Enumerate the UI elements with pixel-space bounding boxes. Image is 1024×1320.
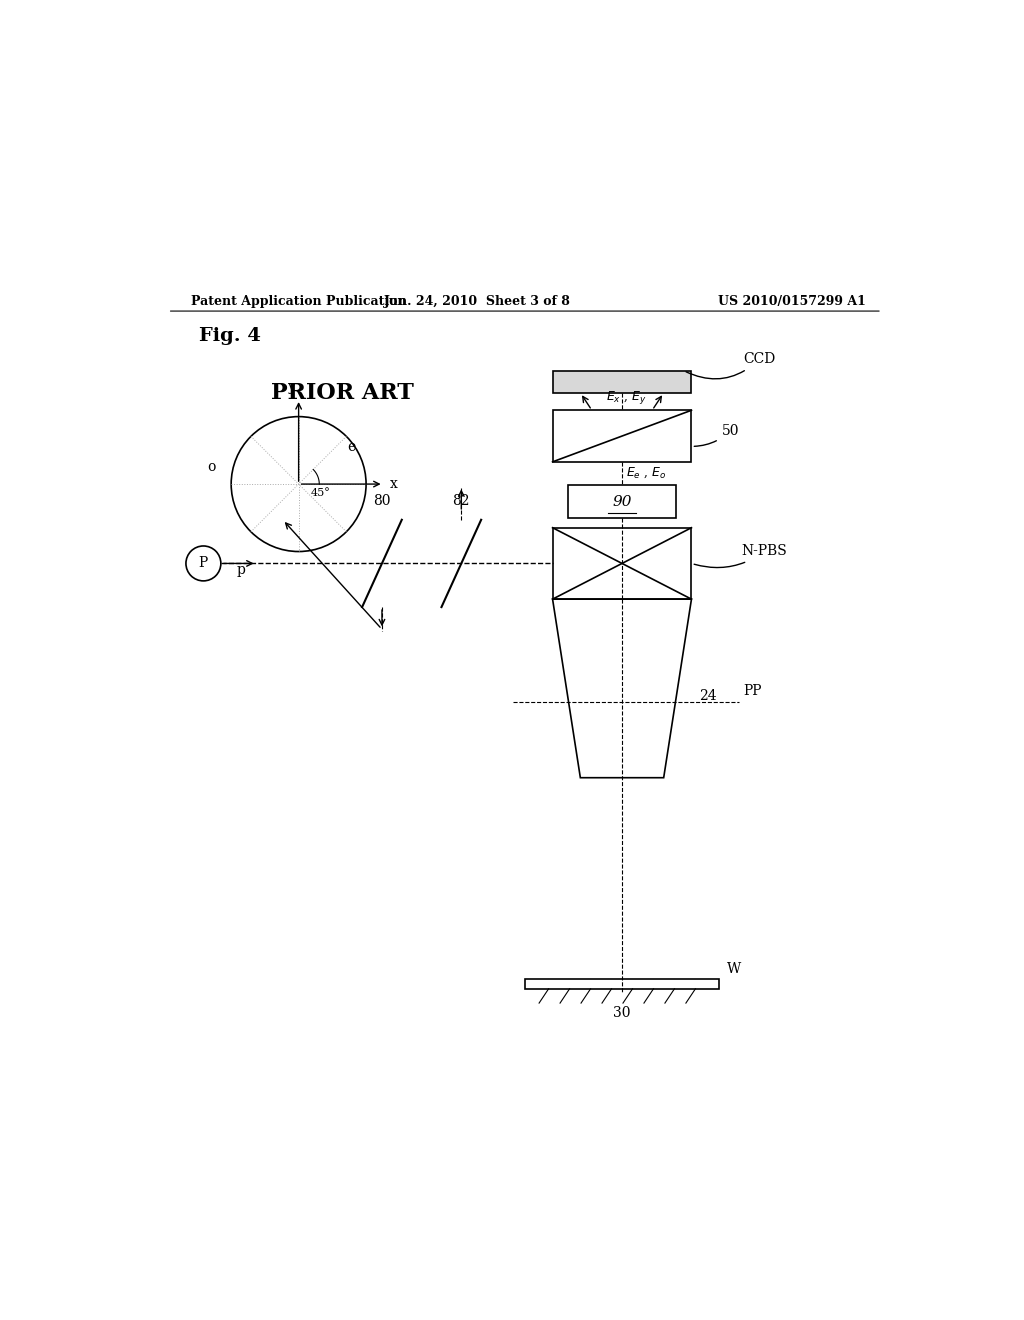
Text: Patent Application Publication: Patent Application Publication — [191, 296, 407, 308]
Text: 24: 24 — [699, 689, 717, 704]
Text: Fig. 4: Fig. 4 — [200, 327, 261, 345]
FancyBboxPatch shape — [568, 484, 676, 519]
FancyBboxPatch shape — [524, 979, 719, 989]
Text: 82: 82 — [453, 495, 470, 508]
Text: US 2010/0157299 A1: US 2010/0157299 A1 — [718, 296, 866, 308]
Text: 50: 50 — [694, 424, 739, 446]
Text: y: y — [289, 380, 296, 395]
Text: x: x — [390, 477, 397, 491]
FancyBboxPatch shape — [553, 371, 691, 393]
Text: $E_x$ , $E_y$: $E_x$ , $E_y$ — [606, 389, 646, 407]
Text: p: p — [237, 562, 245, 577]
FancyBboxPatch shape — [553, 411, 691, 462]
Text: 30: 30 — [613, 1006, 631, 1020]
Text: CCD: CCD — [686, 352, 775, 379]
Text: PP: PP — [743, 684, 762, 698]
Text: P: P — [199, 557, 208, 570]
Text: 45°: 45° — [310, 488, 331, 498]
Text: PRIOR ART: PRIOR ART — [270, 381, 414, 404]
Text: $E_e$ , $E_o$: $E_e$ , $E_o$ — [626, 466, 666, 480]
Text: 90: 90 — [612, 495, 632, 508]
Text: e: e — [347, 440, 356, 454]
Text: o: o — [207, 461, 215, 474]
Text: 80: 80 — [373, 495, 391, 508]
FancyBboxPatch shape — [553, 528, 691, 599]
Text: N-PBS: N-PBS — [694, 544, 787, 568]
Text: Jun. 24, 2010  Sheet 3 of 8: Jun. 24, 2010 Sheet 3 of 8 — [384, 296, 570, 308]
Text: W: W — [727, 962, 741, 975]
